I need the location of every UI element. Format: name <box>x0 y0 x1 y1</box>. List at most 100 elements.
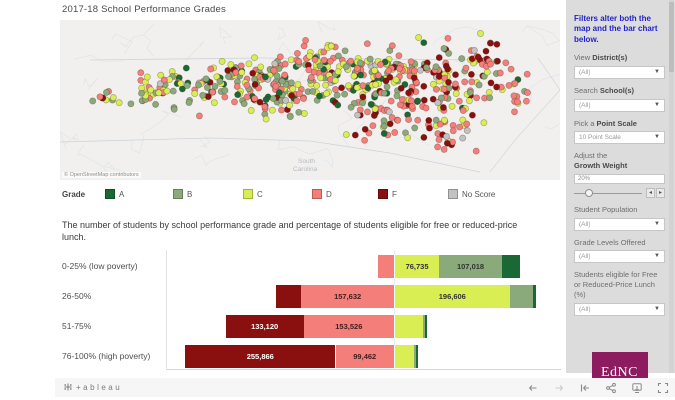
school-dot-grade-F[interactable] <box>251 80 259 88</box>
school-dot-grade-C[interactable] <box>371 67 379 74</box>
school-dot-grade-B[interactable] <box>359 99 367 107</box>
school-dot-grade-D[interactable] <box>387 97 395 105</box>
school-dot-grade-D[interactable] <box>237 62 245 70</box>
school-dot-grade-C[interactable] <box>371 105 379 113</box>
growth-weight-input[interactable]: 20% <box>574 173 665 184</box>
bar-segment-grade-d[interactable]: 153,526 <box>303 315 394 338</box>
school-dot-grade-D[interactable] <box>388 114 396 122</box>
school-dot-grade-B[interactable] <box>333 91 341 99</box>
school-dot-grade-B[interactable] <box>432 116 440 124</box>
school-dot-grade-D[interactable] <box>272 82 280 90</box>
school-dot-grade-D[interactable] <box>232 68 240 76</box>
school-dot-grade-D[interactable] <box>455 97 463 105</box>
student-population-dropdown[interactable]: (All) ▼ <box>574 217 665 231</box>
school-dot-grade-C[interactable] <box>247 107 255 114</box>
slider-handle[interactable] <box>585 188 593 197</box>
school-dot-grade-A[interactable] <box>401 81 409 88</box>
school-dot-grade-C[interactable] <box>294 81 302 89</box>
school-dot-grade-F[interactable] <box>426 124 433 132</box>
school-dot-grade-F[interactable] <box>361 125 369 133</box>
school-dot-grade-D[interactable] <box>449 127 457 135</box>
school-dot-grade-D[interactable] <box>326 57 334 65</box>
school-dot-grade-No-Score[interactable] <box>282 97 290 104</box>
school-dot-grade-D[interactable] <box>374 71 382 79</box>
school-dot-grade-B[interactable] <box>195 81 202 89</box>
nc-schools-map[interactable]: South Carolina © OpenStreetMap contribut… <box>60 20 560 180</box>
school-dot-grade-C[interactable] <box>163 87 171 95</box>
bar-segment-grade-b[interactable]: 107,018 <box>439 255 502 278</box>
school-dot-grade-D[interactable] <box>353 64 361 72</box>
school-dot-grade-C[interactable] <box>245 60 253 68</box>
school-dot-grade-D[interactable] <box>459 107 467 114</box>
school-dot-grade-B[interactable] <box>432 63 440 71</box>
school-dot-grade-C[interactable] <box>392 76 400 84</box>
school-dot-grade-C[interactable] <box>227 61 235 69</box>
school-dot-grade-D[interactable] <box>441 74 449 82</box>
school-dot-grade-C[interactable] <box>147 86 155 94</box>
school-dot-grade-F[interactable] <box>386 73 394 81</box>
school-dot-grade-D[interactable] <box>487 60 494 68</box>
school-dot-grade-B[interactable] <box>199 91 207 99</box>
school-dot-grade-D[interactable] <box>281 71 289 79</box>
school-dot-grade-B[interactable] <box>366 55 374 63</box>
school-dot-grade-No-Score[interactable] <box>434 99 442 107</box>
slider-decrement-button[interactable]: ◂ <box>646 187 655 198</box>
school-dot-grade-F[interactable] <box>452 71 459 79</box>
school-dot-grade-F[interactable] <box>445 78 452 86</box>
school-filter-dropdown[interactable]: (All) ▼ <box>574 98 665 112</box>
school-dot-grade-D[interactable] <box>361 136 369 144</box>
school-dot-grade-C[interactable] <box>331 76 339 84</box>
bar-segment-grade-d[interactable]: 157,632 <box>301 285 394 308</box>
school-dot-grade-No-Score[interactable] <box>470 46 478 54</box>
bar-segment-grade-c[interactable]: 196,606 <box>394 285 510 308</box>
district-filter-dropdown[interactable]: (All) ▼ <box>574 65 665 79</box>
school-dot-grade-B[interactable] <box>347 103 355 111</box>
school-dot-grade-D[interactable] <box>462 64 470 72</box>
school-dot-grade-No-Score[interactable] <box>463 127 471 135</box>
school-dot-grade-A[interactable] <box>234 91 242 99</box>
legend-item-a[interactable]: A <box>105 189 124 199</box>
school-dot-grade-A[interactable] <box>357 71 365 79</box>
school-dot-grade-D[interactable] <box>363 40 371 48</box>
download-button[interactable] <box>630 381 643 394</box>
school-dot-grade-D[interactable] <box>463 120 471 128</box>
school-dot-grade-A[interactable] <box>275 89 283 97</box>
school-dot-grade-F[interactable] <box>256 98 264 106</box>
school-dot-grade-D[interactable] <box>511 79 519 87</box>
school-dot-grade-B[interactable] <box>216 77 224 85</box>
school-dot-grade-F[interactable] <box>494 57 501 65</box>
legend-item-no-score[interactable]: No Score <box>448 189 495 199</box>
school-dot-grade-A[interactable] <box>420 39 428 47</box>
school-dot-grade-C[interactable] <box>289 85 297 93</box>
school-dot-grade-D[interactable] <box>359 82 367 90</box>
school-dot-grade-C[interactable] <box>440 116 448 124</box>
school-dot-grade-A[interactable] <box>334 101 342 109</box>
bar-segment-grade-b[interactable] <box>509 285 534 308</box>
undo-button[interactable] <box>526 381 539 394</box>
school-dot-grade-D[interactable] <box>270 66 278 74</box>
legend-item-c[interactable]: C <box>243 189 263 199</box>
school-dot-grade-F[interactable] <box>435 73 443 81</box>
school-dot-grade-B[interactable] <box>486 94 494 102</box>
school-dot-grade-C[interactable] <box>323 90 331 97</box>
school-dot-grade-B[interactable] <box>466 89 474 96</box>
school-dot-grade-D[interactable] <box>444 34 452 42</box>
bar-segment-grade-f[interactable]: 133,120 <box>225 315 304 338</box>
school-dot-grade-B[interactable] <box>393 92 401 100</box>
school-dot-grade-No-Score[interactable] <box>271 60 279 68</box>
school-dot-grade-D[interactable] <box>407 58 415 66</box>
school-dot-grade-C[interactable] <box>238 68 246 76</box>
school-dot-grade-D[interactable] <box>276 53 284 61</box>
school-dot-grade-B[interactable] <box>475 81 483 89</box>
school-dot-grade-B[interactable] <box>437 94 445 102</box>
school-dot-grade-D[interactable] <box>391 129 399 136</box>
school-dot-grade-B[interactable] <box>240 100 248 108</box>
school-dot-grade-F[interactable] <box>397 84 405 92</box>
school-dot-grade-D[interactable] <box>468 78 476 86</box>
school-dot-grade-D[interactable] <box>364 108 371 116</box>
school-dot-grade-B[interactable] <box>309 87 317 95</box>
school-dot-grade-C[interactable] <box>350 72 358 80</box>
school-dot-grade-C[interactable] <box>286 101 293 109</box>
school-dot-grade-D[interactable] <box>243 81 251 89</box>
school-dot-grade-D[interactable] <box>281 60 289 68</box>
